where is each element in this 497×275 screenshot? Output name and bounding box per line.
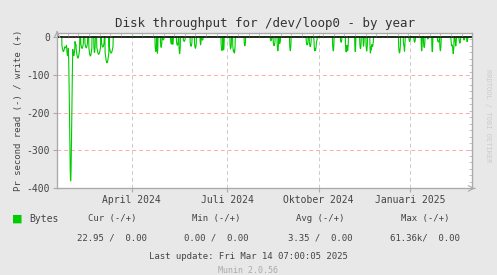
Text: Munin 2.0.56: Munin 2.0.56 [219,266,278,275]
Text: 0.00 /  0.00: 0.00 / 0.00 [184,233,248,242]
Text: Cur (-/+): Cur (-/+) [87,214,136,223]
Y-axis label: Pr second read (-) / write (+): Pr second read (-) / write (+) [13,30,22,191]
Text: Last update: Fri Mar 14 07:00:05 2025: Last update: Fri Mar 14 07:00:05 2025 [149,252,348,261]
Title: Disk throughput for /dev/loop0 - by year: Disk throughput for /dev/loop0 - by year [115,17,414,31]
Text: 3.35 /  0.00: 3.35 / 0.00 [288,233,353,242]
Text: ■: ■ [12,214,23,224]
Text: Bytes: Bytes [29,214,58,224]
Text: RRDTOOL / TOBI OETIKER: RRDTOOL / TOBI OETIKER [485,69,491,162]
Text: 61.36k/  0.00: 61.36k/ 0.00 [390,233,460,242]
Text: Max (-/+): Max (-/+) [401,214,449,223]
Text: Avg (-/+): Avg (-/+) [296,214,345,223]
Text: 22.95 /  0.00: 22.95 / 0.00 [77,233,147,242]
Text: Min (-/+): Min (-/+) [192,214,241,223]
